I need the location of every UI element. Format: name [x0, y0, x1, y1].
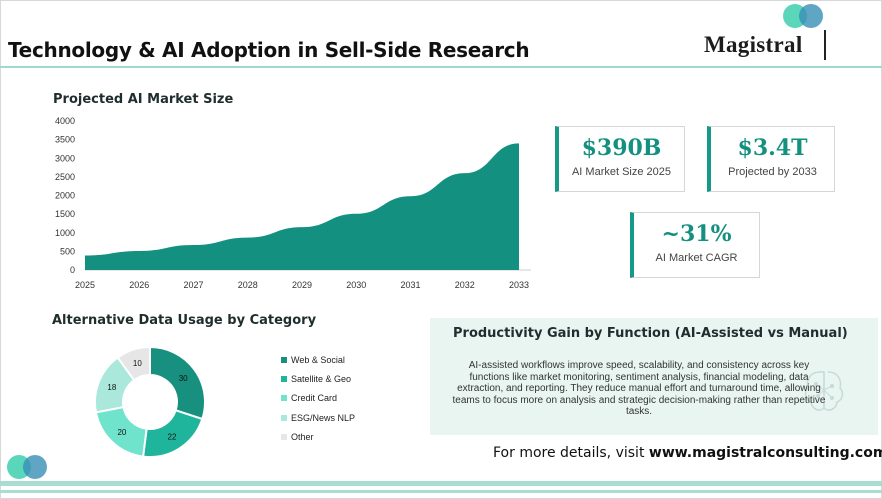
footer-divider-thin: [0, 490, 882, 493]
donut-data-label: 30: [179, 374, 188, 383]
footer-logo-icon: [7, 455, 49, 481]
kpi-card-market-size: $390B AI Market Size 2025: [555, 126, 685, 192]
legend-swatch: [281, 433, 287, 440]
page-title: Technology & AI Adoption in Sell-Side Re…: [8, 38, 530, 62]
header-divider: [0, 66, 882, 68]
y-tick-label: 3500: [55, 135, 75, 145]
legend-swatch: [281, 414, 287, 421]
kpi-value: ~31%: [661, 221, 732, 247]
y-tick-label: 1000: [55, 228, 75, 238]
y-tick-label: 2500: [55, 172, 75, 182]
logo-circle-blue-icon: [799, 4, 823, 28]
legend-label: ESG/News NLP: [291, 412, 356, 423]
market-size-area-chart: 0 500 1000 1500 2000 2500 3000 3500 4000 2025 2026…: [55, 116, 531, 290]
y-tick-label: 2000: [55, 191, 75, 201]
legend-label: Credit Card: [291, 393, 338, 404]
x-tick-label: 2027: [183, 280, 203, 290]
x-tick-label: 2029: [292, 280, 312, 290]
y-tick-label: 500: [60, 246, 75, 256]
y-tick-label: 4000: [55, 116, 75, 126]
x-tick-label: 2025: [75, 280, 95, 290]
x-tick-label: 2032: [455, 280, 475, 290]
legend-label: Web & Social: [291, 354, 345, 365]
footer-divider: [0, 481, 882, 486]
legend-entry: ESG/News NLP: [281, 408, 355, 427]
x-tick-label: 2030: [346, 280, 366, 290]
alt-data-legend: Web & Social Satellite & Geo Credit Card ES…: [281, 350, 355, 446]
footer-url-link[interactable]: www.magistralconsulting.com: [648, 445, 882, 461]
x-tick-label: 2033: [509, 280, 529, 290]
legend-entry: Credit Card: [281, 389, 355, 408]
donut-slice: [149, 345, 206, 421]
alt-data-donut-chart: 30 22 20 18 10: [94, 345, 206, 458]
x-tick-label: 2026: [129, 280, 149, 290]
area-series: [85, 143, 519, 270]
legend-swatch: [281, 395, 287, 402]
alt-data-title: Alternative Data Usage by Category: [52, 313, 317, 328]
logo-text: Magistral: [704, 32, 803, 57]
kpi-value: $3.4T: [737, 135, 808, 161]
legend-swatch: [281, 375, 287, 382]
x-tick-label: 2028: [238, 280, 258, 290]
footer-contact: For more details, visit www.magistralcon…: [493, 445, 882, 461]
legend-label: Satellite & Geo: [291, 373, 352, 384]
logo-bar: [824, 30, 826, 60]
brand-logo[interactable]: Magistral: [700, 4, 830, 60]
y-tick-label: 0: [70, 265, 75, 275]
market-chart-title: Projected AI Market Size: [53, 92, 234, 107]
donut-slice: [116, 345, 151, 382]
donut-data-label: 20: [117, 428, 126, 437]
productivity-description: AI-assisted workflows improve speed, sca…: [452, 360, 826, 417]
y-tick-label: 1500: [55, 209, 75, 219]
footer-circle-blue-icon: [23, 455, 47, 479]
brain-chip-icon: [804, 371, 844, 411]
donut-data-label: 10: [133, 359, 142, 368]
kpi-value: $390B: [581, 135, 662, 161]
y-tick-label: 3000: [55, 153, 75, 163]
productivity-panel: Productivity Gain by Function (AI-Assist…: [430, 318, 878, 435]
productivity-title: Productivity Gain by Function (AI-Assist…: [453, 326, 848, 341]
kpi-label: AI Market Size 2025: [571, 166, 672, 178]
legend-entry: Web & Social: [281, 350, 355, 369]
donut-data-label: 18: [107, 383, 116, 392]
legend-label: Other: [291, 431, 314, 442]
legend-swatch: [281, 356, 287, 363]
donut-data-label: 22: [168, 433, 177, 442]
footer-prefix: For more details, visit: [493, 445, 649, 461]
kpi-card-cagr: ~31% AI Market CAGR: [630, 212, 760, 278]
legend-entry: Satellite & Geo: [281, 369, 355, 388]
kpi-label: AI Market CAGR: [655, 252, 738, 264]
kpi-card-projection: $3.4T Projected by 2033: [707, 126, 835, 192]
kpi-label: Projected by 2033: [728, 166, 817, 178]
x-tick-label: 2031: [400, 280, 420, 290]
legend-entry: Other: [281, 427, 355, 446]
